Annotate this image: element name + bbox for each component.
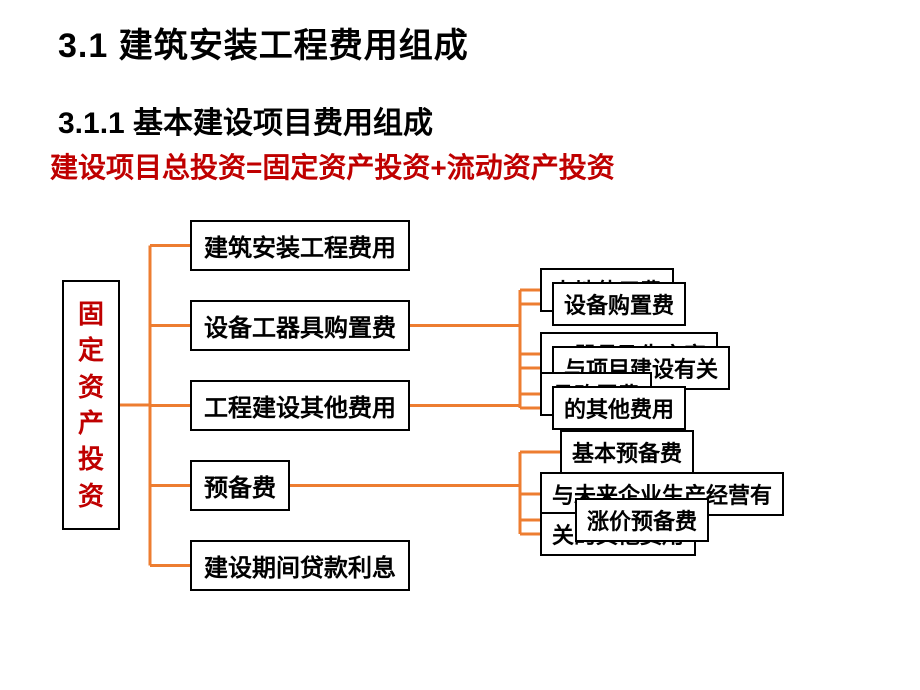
mid-node-m3: 工程建设其他费用 [190, 380, 410, 431]
leaf-node-l1b: 设备购置费 [552, 282, 686, 326]
section-title: 3.1 建筑安装工程费用组成 [58, 18, 469, 67]
leaf-node-l4b: 涨价预备费 [575, 498, 709, 542]
mid-node-m5: 建设期间贷款利息 [190, 540, 410, 591]
root-label: 固定资产投资 [78, 296, 104, 514]
formula-text: 建设项目总投资=固定资产投资+流动资产投资 [50, 146, 615, 186]
subsection-title: 3.1.1 基本建设项目费用组成 [58, 98, 433, 142]
mid-node-m2: 设备工器具购置费 [190, 300, 410, 351]
mid-node-m4: 预备费 [190, 460, 290, 511]
mid-node-m1: 建筑安装工程费用 [190, 220, 410, 271]
leaf-node-l3a: 基本预备费 [560, 430, 694, 474]
root-node: 固定资产投资 [62, 280, 120, 530]
leaf-node-l2d: 的其他费用 [552, 386, 686, 430]
